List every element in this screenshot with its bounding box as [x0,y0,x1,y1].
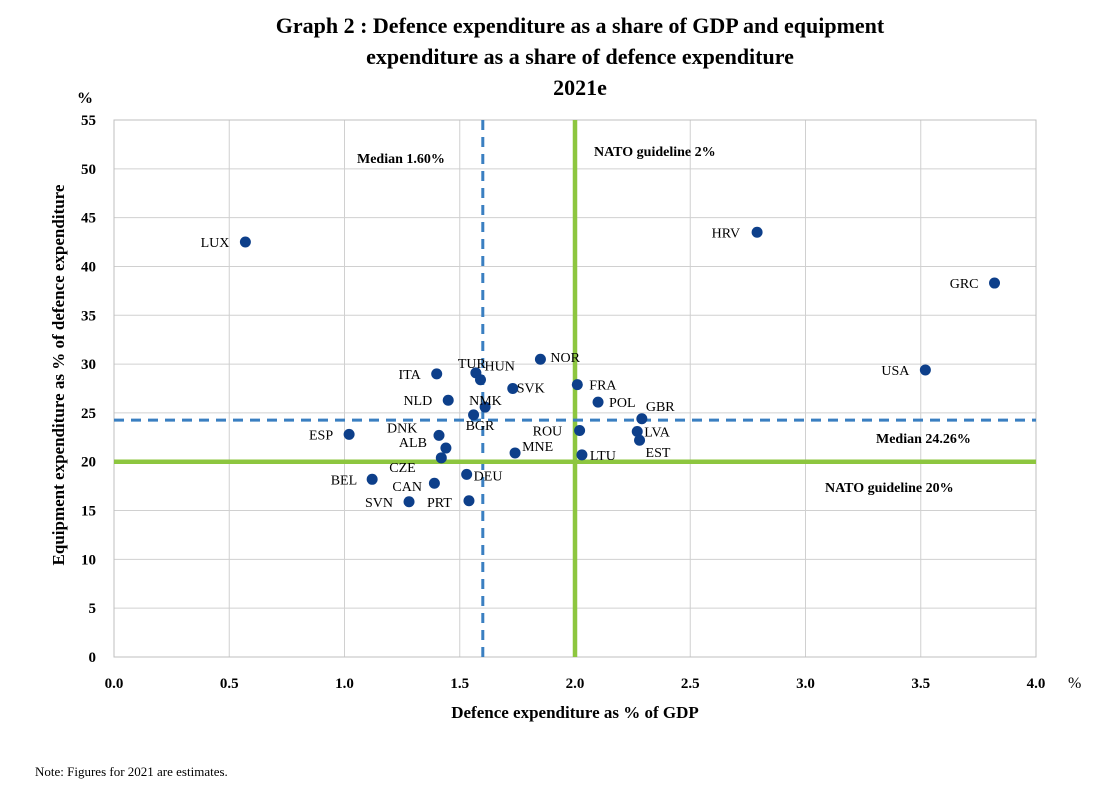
data-point-lva [631,425,643,437]
data-point-svn [403,496,415,508]
data-point-esp [343,428,355,440]
data-label-deu: DEU [474,469,503,484]
data-point-mne [509,447,521,459]
data-label-hrv: HRV [712,226,740,241]
y-tick-label: 10 [81,552,96,568]
x-tick-label: 3.5 [911,676,930,692]
data-label-svn: SVN [365,496,393,511]
data-point-ltu [576,449,588,461]
data-point-ita [431,368,443,380]
y-tick-label: 5 [89,601,97,617]
data-label-cze: CZE [389,461,415,476]
data-label-lva: LVA [644,425,671,440]
data-label-lux: LUX [201,236,230,251]
data-point-prt [463,495,475,507]
data-label-nmk: NMK [469,394,502,409]
data-label-nor: NOR [550,351,580,366]
y-tick-label: 25 [81,406,96,422]
data-point-alb [440,442,452,454]
data-label-ltu: LTU [590,449,616,464]
data-label-bgr: BGR [466,419,495,434]
data-point-fra [571,379,583,391]
data-point-nld [442,394,454,406]
x-axis-title: Defence expenditure as % of GDP [451,703,699,722]
x-tick-label: 4.0 [1027,676,1046,692]
footnote: Note: Figures for 2021 are estimates. [35,764,228,779]
y-unit-label: % [77,90,93,107]
chart-title-line-3: 2021e [553,75,607,100]
reference-line-label: Median 1.60% [357,152,445,167]
chart-title: Graph 2 : Defence expenditure as a share… [0,10,1093,103]
data-point-usa [919,364,931,376]
y-tick-label: 15 [81,504,96,520]
data-label-grc: GRC [950,277,979,292]
data-point-nor [534,353,546,365]
x-unit-label: % [1068,675,1081,692]
reference-line-label: NATO guideline 2% [594,145,716,160]
reference-line-label: Median 24.26% [876,432,971,447]
y-tick-label: 50 [81,162,96,178]
x-tick-label: 0.0 [105,676,124,692]
chart-title-line-2: expenditure as a share of defence expend… [366,44,794,69]
x-tick-label: 1.5 [450,676,469,692]
x-tick-label: 2.5 [681,676,700,692]
y-tick-label: 45 [81,211,96,227]
data-label-fra: FRA [589,379,617,394]
x-tick-label: 0.5 [220,676,239,692]
data-point-grc [989,277,1001,289]
data-label-est: EST [646,446,671,461]
data-point-dnk [433,429,445,441]
y-axis-title: Equipment expenditure as % of defence ex… [49,184,68,565]
data-point-cze [435,452,447,464]
data-label-dnk: DNK [387,421,417,436]
data-point-hun [474,374,486,386]
data-point-rou [574,424,586,436]
data-point-hrv [751,226,763,238]
y-tick-label: 40 [81,259,96,275]
data-label-hun: HUN [484,360,514,375]
data-label-mne: MNE [522,440,553,455]
y-tick-label: 35 [81,308,96,324]
data-label-rou: ROU [533,424,563,439]
data-label-ita: ITA [398,368,421,383]
data-label-tur: TUR [458,357,487,372]
x-tick-label: 1.0 [335,676,354,692]
data-point-est [634,434,646,446]
y-tick-label: 55 [81,113,96,129]
data-label-gbr: GBR [646,400,675,415]
y-tick-label: 0 [89,650,97,666]
data-point-bel [366,473,378,485]
y-tick-label: 20 [81,455,96,471]
data-label-can: CAN [392,480,422,495]
x-tick-label: 2.0 [566,676,585,692]
data-label-bel: BEL [331,473,357,488]
data-label-alb: ALB [399,436,427,451]
data-label-usa: USA [881,364,910,379]
chart-title-line-1: Graph 2 : Defence expenditure as a share… [275,13,885,38]
reference-line-label: NATO guideline 20% [825,481,954,496]
data-point-can [428,477,440,489]
data-point-bgr [468,409,480,421]
data-label-pol: POL [609,396,635,411]
data-point-svk [507,383,519,394]
data-point-lux [239,236,251,248]
data-label-prt: PRT [427,496,452,511]
data-point-deu [461,468,473,480]
data-point-gbr [636,413,648,425]
data-point-pol [592,396,604,408]
data-label-nld: NLD [403,394,432,409]
data-point-nmk [479,401,491,413]
data-label-svk: SVK [517,382,545,397]
x-tick-label: 3.0 [796,676,815,692]
data-label-esp: ESP [309,428,333,443]
y-tick-label: 30 [81,357,96,373]
